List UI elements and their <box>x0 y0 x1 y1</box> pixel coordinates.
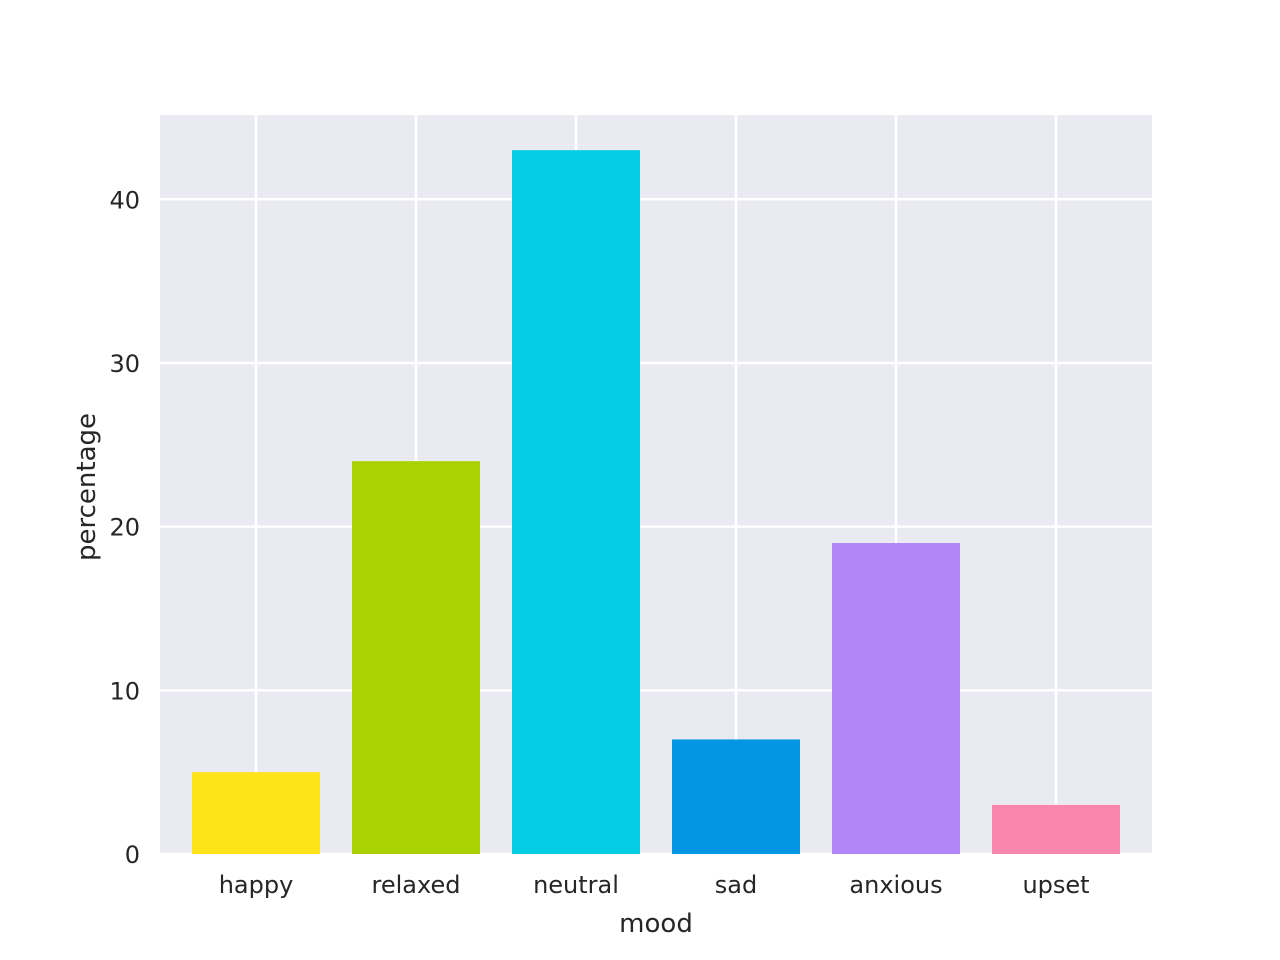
bar-upset <box>992 804 1120 854</box>
y-tick-labels: 0 10 20 30 40 <box>109 186 140 869</box>
bar-happy <box>192 772 320 854</box>
bar-sad <box>672 739 800 854</box>
x-axis-label: mood <box>619 909 693 939</box>
bar-anxious <box>832 543 960 854</box>
y-axis-label: percentage <box>72 413 102 561</box>
y-tick-label: 0 <box>125 841 140 869</box>
y-tick-label: 10 <box>109 677 140 705</box>
x-tick-label: anxious <box>849 871 942 899</box>
x-tick-label: relaxed <box>372 871 461 899</box>
x-tick-label: neutral <box>533 871 619 899</box>
bar-neutral <box>512 150 640 854</box>
x-tick-labels: happy relaxed neutral sad anxious upset <box>219 871 1090 899</box>
bars <box>192 150 1120 854</box>
bar-relaxed <box>352 461 480 854</box>
y-tick-label: 20 <box>109 514 140 542</box>
plot-area <box>160 115 1152 854</box>
y-tick-label: 40 <box>109 186 140 214</box>
x-tick-label: sad <box>715 871 757 899</box>
y-tick-label: 30 <box>109 350 140 378</box>
x-tick-label: upset <box>1022 871 1089 899</box>
x-tick-label: happy <box>219 871 294 899</box>
